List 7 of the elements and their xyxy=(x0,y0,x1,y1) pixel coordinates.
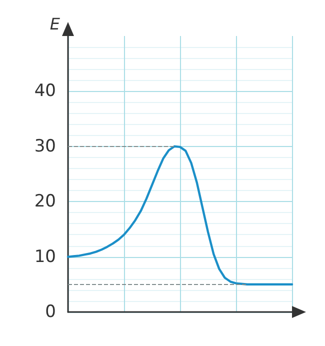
y-axis-title: E xyxy=(50,14,61,34)
y-tick-label: 20 xyxy=(34,192,56,212)
y-tick-label: 40 xyxy=(34,81,56,102)
y-tick-label: 30 xyxy=(34,136,56,156)
y-tick-label: 10 xyxy=(34,246,56,267)
y-tick-label: 0 xyxy=(45,302,56,322)
line-series xyxy=(66,145,294,286)
